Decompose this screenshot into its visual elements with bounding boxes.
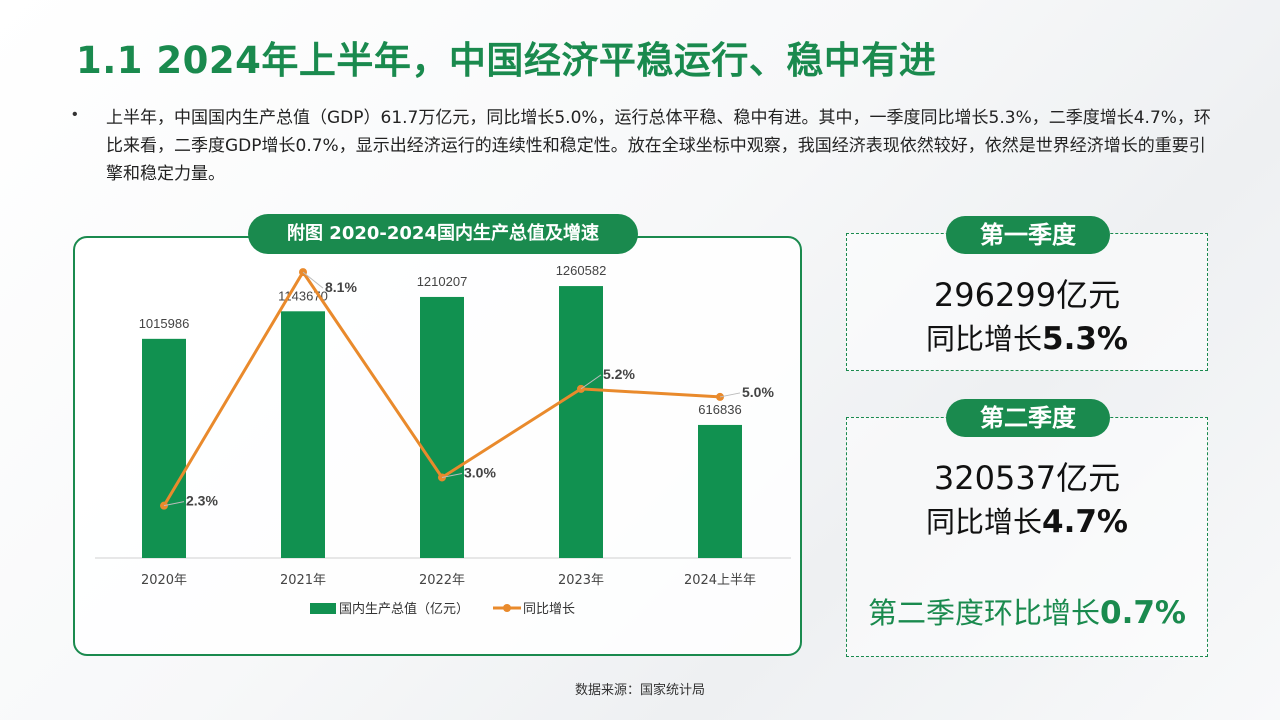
data-source: 数据来源：国家统计局 xyxy=(574,683,705,698)
q2-growth: 同比增长4.7% xyxy=(846,499,1208,541)
q2-growth-value: 4.7% xyxy=(1042,504,1128,540)
q1-growth: 同比增长5.3% xyxy=(846,316,1208,358)
q1-growth-value: 5.3% xyxy=(1042,321,1128,357)
q1-growth-prefix: 同比增长 xyxy=(926,322,1043,356)
qoq-growth: 第二季度环比增长0.7% xyxy=(846,590,1208,632)
q1-card xyxy=(846,233,1208,371)
growth-label-2: 3.0% xyxy=(464,464,496,480)
qoq-prefix: 第二季度环比增长 xyxy=(868,596,1101,630)
growth-label-3: 5.2% xyxy=(603,366,635,382)
bullet-dot-icon: • xyxy=(72,106,78,123)
legend-line-marker xyxy=(503,604,511,612)
q2-growth-prefix: 同比增长 xyxy=(926,505,1043,539)
q1-value: 296299亿元 xyxy=(933,276,1121,314)
q2-value: 320537亿元 xyxy=(933,459,1121,497)
growth-label-4: 5.0% xyxy=(742,384,774,400)
x-tick-label-2: 2022年 xyxy=(419,573,465,588)
growth-leader-4 xyxy=(719,392,741,398)
bar-2 xyxy=(420,296,464,558)
legend-line-label: 同比增长 xyxy=(523,602,575,617)
growth-leader-0 xyxy=(163,501,185,507)
x-tick-label-1: 2021年 xyxy=(280,573,326,588)
growth-point-2 xyxy=(438,473,446,482)
legend-bar-swatch xyxy=(310,603,336,614)
legend-bar-label: 国内生产总值（亿元） xyxy=(339,601,469,617)
q1-label: 第一季度 xyxy=(946,216,1110,254)
x-tick-label-0: 2020年 xyxy=(141,573,187,588)
qoq-value: 0.7% xyxy=(1100,595,1186,631)
x-tick-label-3: 2023年 xyxy=(558,573,604,588)
growth-label-0: 2.3% xyxy=(186,493,218,509)
summary-text: 上半年，中国国内生产总值（GDP）61.7万亿元，同比增长5.0%，运行总体平稳… xyxy=(106,108,1211,184)
bar-value-label-2: 1210207 xyxy=(417,274,468,289)
bar-1 xyxy=(281,311,325,558)
summary-bullet: • 上半年，中国国内生产总值（GDP）61.7万亿元，同比增长5.0%，运行总体… xyxy=(72,104,1212,188)
growth-point-4 xyxy=(716,392,724,401)
growth-label-1: 8.1% xyxy=(325,279,357,295)
bar-4 xyxy=(698,424,742,558)
growth-leader-1 xyxy=(302,271,324,289)
chart-title: 附图 2020-2024国内生产总值及增速 xyxy=(248,214,638,254)
growth-leader-2 xyxy=(441,472,463,478)
bar-0 xyxy=(142,338,186,558)
q2-label: 第二季度 xyxy=(946,399,1110,437)
growth-leader-3 xyxy=(580,374,602,390)
bar-3 xyxy=(559,286,603,558)
page-title: 1.1 2024年上半年，中国经济平稳运行、稳中有进 xyxy=(76,39,937,82)
q2-card xyxy=(846,417,1208,657)
x-tick-label-4: 2024上半年 xyxy=(684,573,756,588)
bar-value-label-4: 616836 xyxy=(698,402,741,417)
bar-value-label-3: 1260582 xyxy=(556,263,607,278)
bar-value-label-0: 1015986 xyxy=(139,316,190,331)
